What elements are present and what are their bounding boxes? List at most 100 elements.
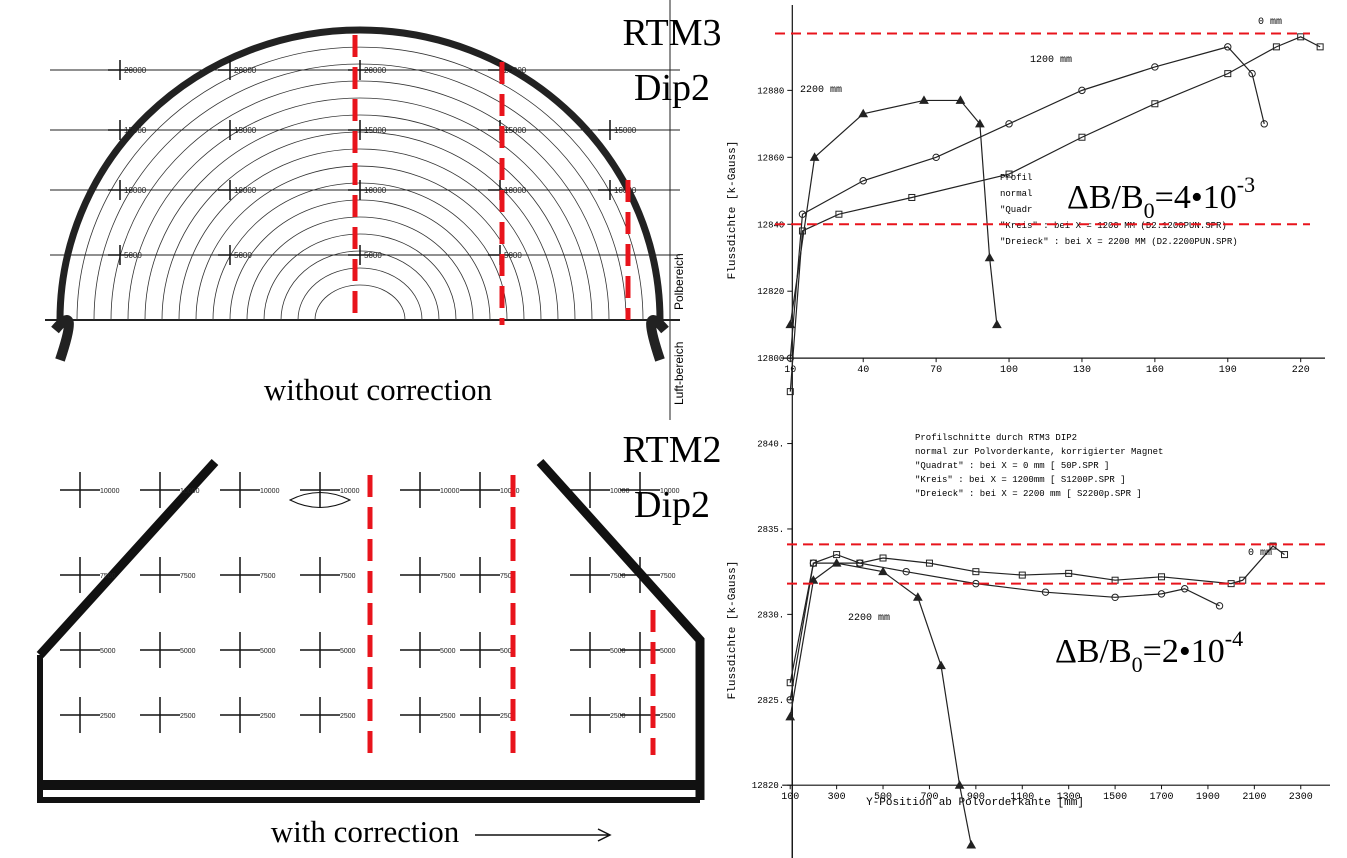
- annotation: 0 mm: [1248, 548, 1272, 559]
- contour-label: 5000: [234, 251, 252, 260]
- contour: [195, 165, 525, 321]
- marker: [1065, 569, 1073, 577]
- contour-label: 10000: [500, 488, 520, 495]
- marker: [831, 558, 842, 567]
- delta-label: ΔB/B0=2•10-4: [1055, 626, 1243, 677]
- marker: [1018, 571, 1026, 579]
- contour-label: 10000: [440, 488, 460, 495]
- legend-text: "Kreis" : bei X = 1200mm [ S1200P.SPR ]: [915, 475, 1126, 485]
- marker: [925, 559, 933, 567]
- x-tick-label: 1300: [1057, 792, 1081, 803]
- contour-label: 5000: [180, 648, 196, 655]
- map-edge: [51, 315, 669, 362]
- cross: [220, 472, 260, 508]
- panel-label: RTM3: [622, 12, 721, 54]
- delta-part: ΔB/B: [1055, 633, 1132, 670]
- contour-label: 7500: [340, 573, 356, 580]
- contour-label: 20000: [124, 66, 147, 75]
- marker: [785, 711, 796, 721]
- contour-label: 10000: [610, 488, 630, 495]
- marker: [879, 554, 887, 562]
- y-tick-label: 2830.: [757, 610, 784, 620]
- contour: [314, 284, 406, 321]
- marker: [936, 660, 946, 670]
- contour-label: 2500: [440, 713, 456, 720]
- cross: [348, 245, 372, 265]
- marker: [1269, 542, 1277, 550]
- x-tick-label: 1700: [1150, 792, 1174, 803]
- map-outline: [36, 458, 705, 800]
- contour-label: 5000: [440, 648, 456, 655]
- marker: [919, 95, 929, 104]
- cross: [218, 245, 242, 265]
- cross: [598, 180, 622, 200]
- bottom-map: [36, 458, 705, 803]
- cross: [220, 557, 260, 593]
- marker: [1224, 43, 1232, 51]
- contour-label: 7500: [610, 573, 626, 580]
- map-outline: [56, 26, 664, 321]
- contour-label: 20000: [504, 66, 527, 75]
- cross: [400, 632, 440, 668]
- marker: [1078, 133, 1086, 141]
- cross: [460, 472, 500, 508]
- x-tick-label: 1900: [1196, 792, 1220, 803]
- x-tick-label: 10: [784, 365, 796, 376]
- annotation: 2200 mm: [800, 85, 842, 96]
- panel-label: RTM2: [622, 429, 721, 471]
- cross: [460, 632, 500, 668]
- marker: [1297, 33, 1305, 41]
- annotation: 0 mm: [1258, 17, 1282, 28]
- cross: [140, 697, 180, 733]
- panel-label: Dip2: [634, 67, 710, 109]
- cross: [60, 632, 100, 668]
- contour-label: 15000: [124, 126, 147, 135]
- x-tick-label: 1100: [1010, 792, 1034, 803]
- annotation: 1200 mm: [1030, 55, 1072, 66]
- y-tick-label: 12840: [757, 220, 784, 230]
- contour-label: 5000: [660, 648, 676, 655]
- series-line: [789, 46, 1265, 359]
- cross: [140, 472, 180, 508]
- contour-label: 15000: [614, 126, 637, 135]
- contour-label: 2500: [340, 713, 356, 720]
- marker: [808, 575, 819, 584]
- cross: [108, 180, 132, 200]
- cross: [220, 697, 260, 733]
- cross: [218, 60, 242, 80]
- marker: [1272, 43, 1280, 51]
- cross: [300, 557, 340, 593]
- x-tick-label: 700: [920, 792, 938, 803]
- contour-label: 10000: [100, 488, 120, 495]
- cross: [348, 60, 372, 80]
- map-outline: [37, 655, 700, 803]
- y-tick-label: 2835.: [757, 525, 784, 535]
- contour-label: 10000: [180, 488, 200, 495]
- contour-label: 5000: [260, 648, 276, 655]
- cross: [218, 180, 242, 200]
- cross: [108, 60, 132, 80]
- y-axis-title: Flussdichte [k-Gauss]: [727, 561, 739, 700]
- contour: [263, 233, 457, 321]
- x-tick-label: 160: [1146, 365, 1164, 376]
- contour: [178, 148, 542, 321]
- cross: [400, 557, 440, 593]
- contour-label: 20000: [364, 66, 387, 75]
- contour-label: 10000: [614, 186, 637, 195]
- contour: [127, 97, 593, 321]
- cross: [570, 472, 610, 508]
- marker: [1005, 170, 1013, 178]
- marker: [1316, 43, 1324, 51]
- y-tick-label: 12820.: [752, 781, 784, 791]
- legend-text: "Kreis" : bei X = 1200 MM (D2.1200PUN.SP…: [1000, 221, 1227, 231]
- marker: [992, 319, 1002, 329]
- contour-label: 15000: [504, 126, 527, 135]
- contour-label: 2500: [100, 713, 116, 720]
- marker: [809, 152, 820, 161]
- y-tick-label: 12800: [757, 354, 784, 364]
- contour-label: 7500: [100, 573, 116, 580]
- contour-label: 10000: [124, 186, 147, 195]
- marker: [1151, 100, 1159, 108]
- legend-text: "Dreieck" : bei X = 2200 MM (D2.2200PUN.…: [1000, 237, 1238, 247]
